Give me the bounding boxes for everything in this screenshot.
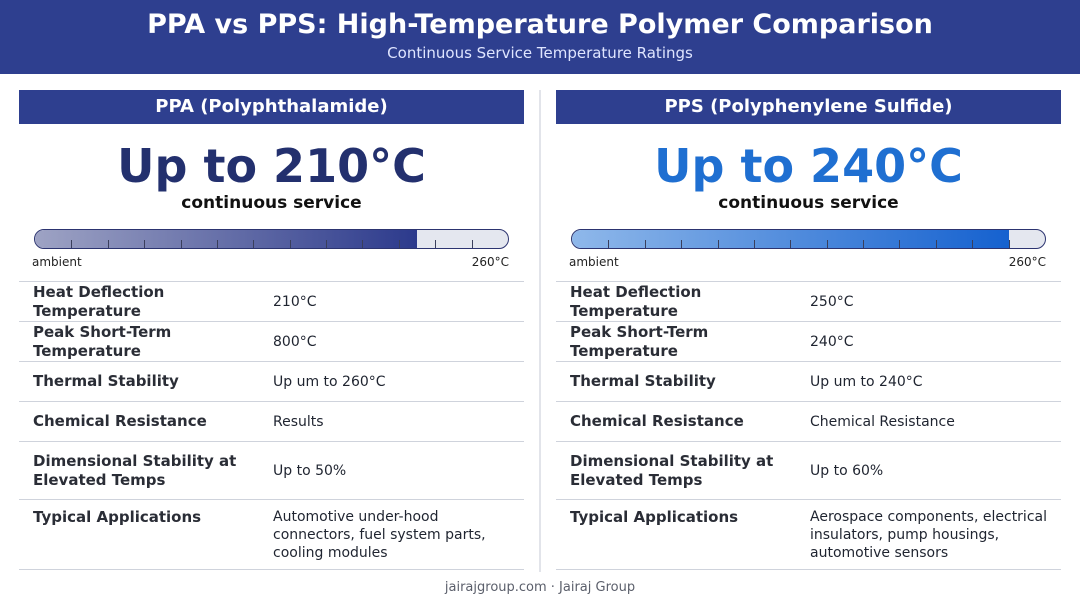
gauge-tick — [644, 240, 646, 248]
gauge-tick — [289, 240, 291, 248]
table-row: Dimensional Stability at Elevated Temps … — [19, 442, 524, 500]
panel-heading: PPA (Polyphthalamide) — [19, 90, 524, 124]
property-value: Aerospace components, electrical insulat… — [810, 509, 1047, 561]
property-value: Up um to 240°C — [810, 373, 923, 390]
property-value: Results — [273, 413, 324, 430]
gauge-tick — [107, 240, 109, 248]
table-row: Heat Deflection Temperature 210°C — [19, 282, 524, 322]
temperature-gauge — [571, 229, 1046, 249]
gauge-max-label: 260°C — [1008, 255, 1046, 269]
property-table: Heat Deflection Temperature 210°C Peak S… — [19, 281, 524, 570]
gauge-tick — [972, 240, 974, 248]
property-label: Thermal Stability — [33, 372, 179, 390]
gauge-fill — [35, 230, 418, 248]
property-label: Typical Applications — [570, 508, 739, 526]
gauge-tick — [435, 240, 437, 248]
gauge-tick — [398, 240, 400, 248]
table-row: Typical Applications Automotive under-ho… — [19, 500, 524, 570]
table-row: Thermal Stability Up um to 260°C — [19, 362, 524, 402]
property-label: Chemical Resistance — [570, 412, 744, 430]
headline-temperature: Up to 240°C — [654, 139, 963, 193]
gauge-tick — [71, 240, 73, 248]
gauge-min-label: ambient — [569, 255, 619, 269]
property-value: Automotive under-hood connectors, fuel s… — [273, 509, 486, 561]
page-subtitle: Continuous Service Temperature Ratings — [387, 44, 693, 62]
property-value: Chemical Resistance — [810, 413, 955, 430]
table-row: Chemical Resistance Chemical Resistance — [556, 402, 1061, 442]
panel-pps: PPS (Polyphenylene Sulfide) Up to 240°C … — [556, 90, 1061, 570]
gauge-tick — [608, 240, 610, 248]
gauge-tick — [326, 240, 328, 248]
property-value: 250°C — [810, 293, 854, 310]
gauge-tick — [935, 240, 937, 248]
gauge-tick — [899, 240, 901, 248]
headline-caption: continuous service — [181, 193, 362, 213]
property-label: Dimensional Stability at Elevated Temps — [570, 451, 774, 489]
gauge-labels: ambient 260°C — [32, 255, 509, 273]
gauge-track — [571, 229, 1046, 249]
gauge-tick — [362, 240, 364, 248]
gauge-tick — [216, 240, 218, 248]
gauge-tick — [790, 240, 792, 248]
property-label: Dimensional Stability at Elevated Temps — [33, 451, 237, 489]
property-table: Heat Deflection Temperature 250°C Peak S… — [556, 281, 1061, 570]
gauge-tick — [753, 240, 755, 248]
table-row: Dimensional Stability at Elevated Temps … — [556, 442, 1061, 500]
gauge-tick — [144, 240, 146, 248]
temperature-gauge — [34, 229, 509, 249]
property-value: Up um to 260°C — [273, 373, 386, 390]
gauge-tick — [681, 240, 683, 248]
table-row: Chemical Resistance Results — [19, 402, 524, 442]
gauge-tick — [1008, 240, 1010, 248]
property-value: 800°C — [273, 333, 317, 350]
panel-heading: PPS (Polyphenylene Sulfide) — [556, 90, 1061, 124]
property-label: Peak Short-Term Temperature — [33, 322, 172, 360]
table-row: Typical Applications Aerospace component… — [556, 500, 1061, 570]
property-value: Up to 50% — [273, 462, 347, 479]
property-label: Thermal Stability — [570, 372, 716, 390]
footer-credit: jairajgroup.com · Jairaj Group — [444, 580, 636, 595]
table-row: Thermal Stability Up um to 240°C — [556, 362, 1061, 402]
table-row: Peak Short-Term Temperature 240°C — [556, 322, 1061, 362]
gauge-track — [34, 229, 509, 249]
column-divider — [539, 90, 541, 572]
property-label: Heat Deflection Temperature — [570, 282, 702, 320]
gauge-tick — [863, 240, 865, 248]
property-label: Peak Short-Term Temperature — [570, 322, 709, 360]
gauge-max-label: 260°C — [471, 255, 509, 269]
table-row: Heat Deflection Temperature 250°C — [556, 282, 1061, 322]
property-value: 210°C — [273, 293, 317, 310]
property-label: Heat Deflection Temperature — [33, 282, 165, 320]
gauge-tick — [180, 240, 182, 248]
gauge-labels: ambient 260°C — [569, 255, 1046, 273]
gauge-min-label: ambient — [32, 255, 82, 269]
gauge-tick — [253, 240, 255, 248]
headline-temperature: Up to 210°C — [117, 139, 426, 193]
header-banner: PPA vs PPS: High-Temperature Polymer Com… — [0, 0, 1080, 74]
property-label: Typical Applications — [33, 508, 202, 526]
gauge-tick — [717, 240, 719, 248]
gauge-tick — [826, 240, 828, 248]
property-label: Chemical Resistance — [33, 412, 207, 430]
property-value: Up to 60% — [810, 462, 884, 479]
table-row: Peak Short-Term Temperature 800°C — [19, 322, 524, 362]
page-title: PPA vs PPS: High-Temperature Polymer Com… — [147, 9, 933, 40]
property-value: 240°C — [810, 333, 854, 350]
gauge-tick — [471, 240, 473, 248]
panel-ppa: PPA (Polyphthalamide) Up to 210°C contin… — [19, 90, 524, 570]
headline-caption: continuous service — [718, 193, 899, 213]
